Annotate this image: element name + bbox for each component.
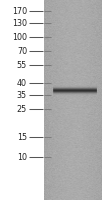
Text: 15: 15 <box>17 133 27 142</box>
Text: 130: 130 <box>12 19 27 27</box>
Text: 100: 100 <box>12 32 27 42</box>
Text: 170: 170 <box>12 6 27 16</box>
Text: 55: 55 <box>17 60 27 70</box>
Text: 40: 40 <box>17 78 27 88</box>
Text: 25: 25 <box>17 105 27 114</box>
Text: 35: 35 <box>17 90 27 99</box>
Text: 70: 70 <box>17 46 27 55</box>
Text: 10: 10 <box>17 153 27 162</box>
